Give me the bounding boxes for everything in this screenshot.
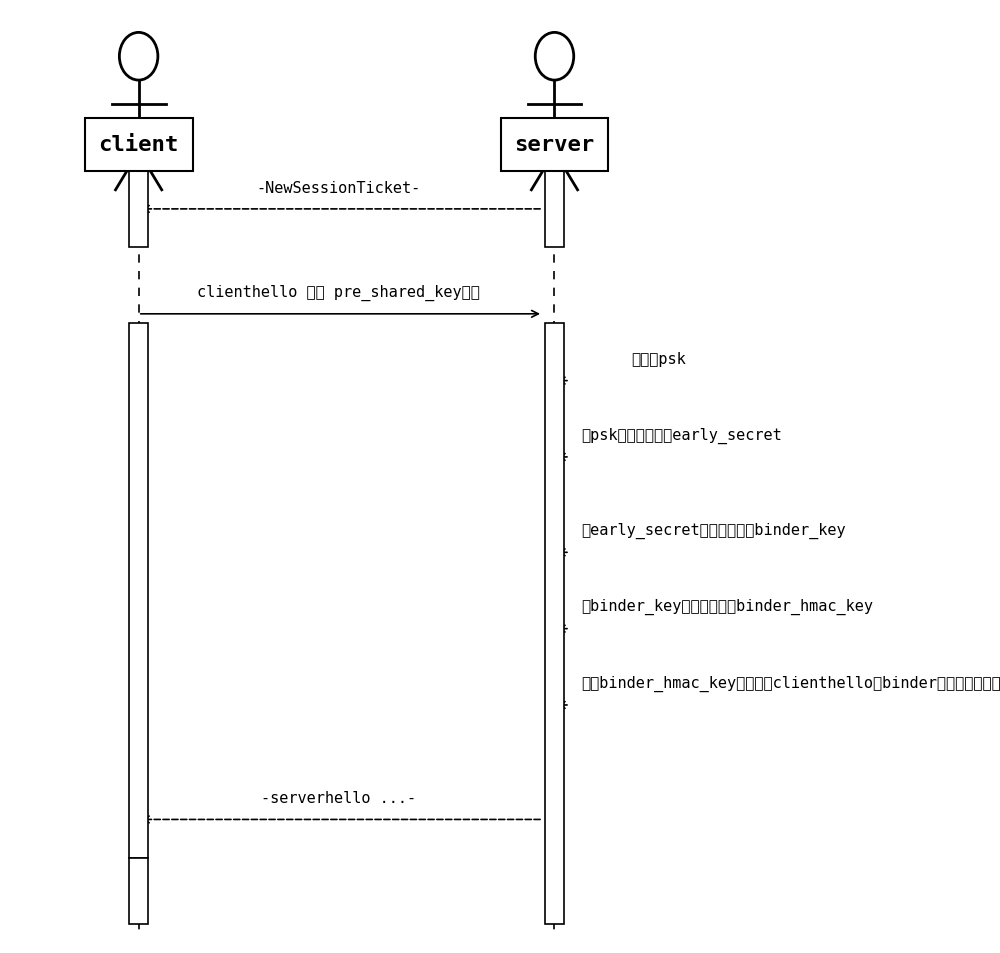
Circle shape — [535, 33, 574, 81]
Text: 使用binder_hmac_key计算验证clienthello到binder之间报文合法性: 使用binder_hmac_key计算验证clienthello到binder之… — [581, 675, 1000, 691]
Text: -serverhello ...-: -serverhello ...- — [261, 790, 416, 805]
Bar — [545, 172, 564, 248]
Bar — [545, 324, 564, 924]
Circle shape — [119, 33, 158, 81]
Bar — [129, 172, 148, 248]
Text: 以early_secret为参数衍生出binder_key: 以early_secret为参数衍生出binder_key — [581, 522, 846, 538]
Text: client: client — [98, 135, 179, 155]
Bar — [501, 119, 608, 172]
Text: clienthello 包含 pre_shared_key扩展: clienthello 包含 pre_shared_key扩展 — [197, 284, 480, 300]
Text: 以binder_key为参数计算出binder_hmac_key: 以binder_key为参数计算出binder_hmac_key — [581, 598, 873, 615]
Text: -NewSessionTicket-: -NewSessionTicket- — [257, 180, 421, 195]
Bar — [129, 858, 148, 924]
Bar — [129, 324, 148, 858]
Bar — [85, 119, 193, 172]
Text: 解析出psk: 解析出psk — [632, 352, 686, 367]
Text: server: server — [514, 135, 595, 155]
Text: 以psk为参数衍生出early_secret: 以psk为参数衍生出early_secret — [581, 427, 782, 443]
